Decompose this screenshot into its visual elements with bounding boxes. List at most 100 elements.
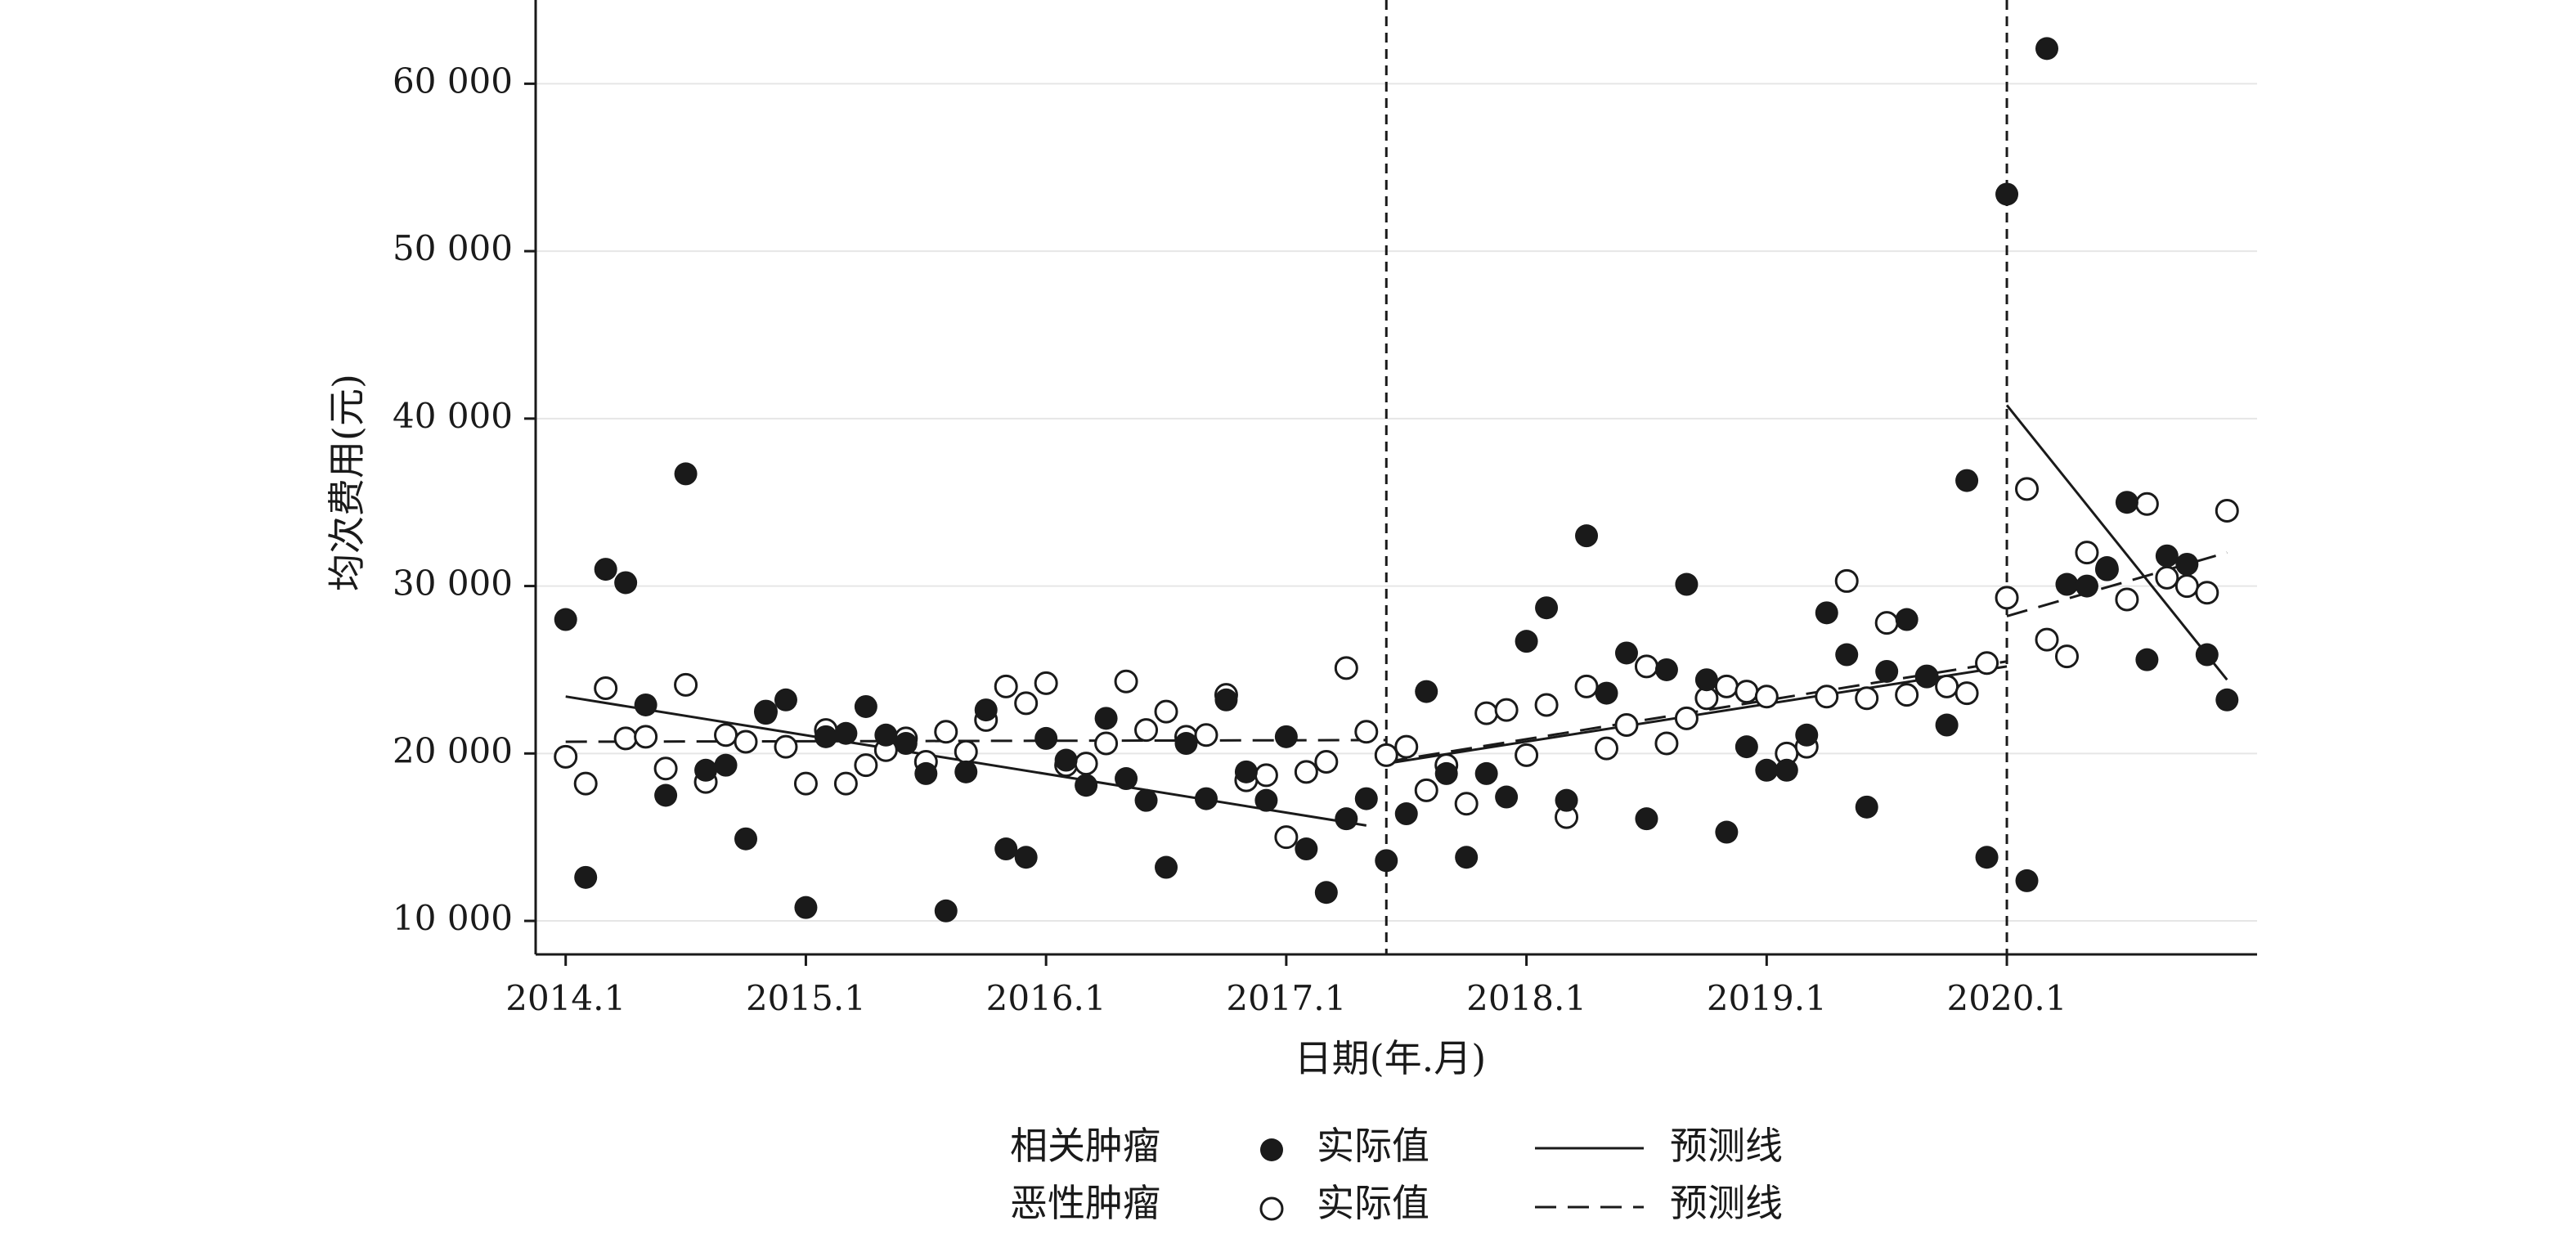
point-series-1 bbox=[2175, 552, 2199, 576]
point-series-1 bbox=[1935, 713, 1959, 737]
point-series-1 bbox=[2035, 37, 2058, 61]
point-series-2 bbox=[573, 771, 598, 796]
point-series-1 bbox=[654, 783, 678, 807]
point-series-2 bbox=[1274, 825, 1299, 850]
point-series-1 bbox=[574, 865, 598, 889]
point-series-2 bbox=[1995, 586, 2019, 610]
point-series-1 bbox=[1715, 820, 1739, 844]
point-series-1 bbox=[894, 732, 918, 756]
point-series-1 bbox=[834, 721, 858, 745]
point-series-2 bbox=[1515, 743, 1539, 767]
point-series-1 bbox=[1535, 596, 1559, 620]
point-series-1 bbox=[634, 693, 657, 716]
point-series-2 bbox=[2195, 581, 2219, 605]
y-tick-label: 60 000 bbox=[393, 61, 513, 101]
point-series-1 bbox=[914, 761, 938, 785]
point-series-1 bbox=[1075, 774, 1098, 797]
point-series-1 bbox=[1335, 807, 1358, 831]
point-series-1 bbox=[1875, 659, 1899, 683]
point-series-1 bbox=[1054, 748, 1078, 772]
point-series-1 bbox=[1515, 630, 1538, 653]
point-series-1 bbox=[874, 723, 898, 747]
trend-line-series-2 bbox=[565, 738, 1387, 743]
point-series-1 bbox=[1635, 807, 1658, 831]
point-series-2 bbox=[1494, 698, 1519, 722]
point-series-2 bbox=[774, 734, 798, 759]
point-series-1 bbox=[1995, 182, 2019, 206]
y-tick-label: 20 000 bbox=[393, 730, 513, 770]
point-series-1 bbox=[1735, 735, 1758, 759]
point-series-2 bbox=[634, 725, 658, 749]
point-series-1 bbox=[1955, 469, 1979, 492]
point-series-1 bbox=[2075, 574, 2098, 598]
point-series-1 bbox=[794, 896, 818, 919]
point-series-2 bbox=[1895, 683, 1919, 707]
point-series-1 bbox=[1815, 601, 1838, 625]
point-series-2 bbox=[1014, 691, 1039, 716]
point-series-2 bbox=[1114, 669, 1138, 694]
point-series-2 bbox=[2134, 492, 2159, 516]
x-tick-label: 2015.1 bbox=[746, 978, 866, 1018]
point-series-2 bbox=[1254, 763, 1278, 788]
point-series-1 bbox=[2015, 869, 2039, 892]
x-tick-label: 2020.1 bbox=[1947, 978, 2067, 1018]
point-series-1 bbox=[1675, 572, 1699, 596]
point-series-1 bbox=[2215, 688, 2239, 712]
point-series-1 bbox=[1254, 788, 1278, 812]
point-series-1 bbox=[814, 725, 837, 748]
x-tick-label: 2019.1 bbox=[1707, 978, 1827, 1018]
point-series-2 bbox=[1754, 685, 1779, 709]
point-series-1 bbox=[2095, 556, 2119, 580]
point-series-1 bbox=[974, 698, 998, 722]
legend-series-2-name: 恶性肿瘤 bbox=[1010, 1181, 1160, 1225]
point-series-1 bbox=[1274, 725, 1298, 748]
point-series-2 bbox=[1834, 568, 1859, 593]
point-series-2 bbox=[613, 726, 638, 751]
point-series-1 bbox=[754, 702, 778, 725]
legend-series-1-marker bbox=[1260, 1138, 1283, 1161]
point-series-1 bbox=[854, 694, 877, 718]
y-axis-title: 均次费用(元) bbox=[325, 374, 369, 591]
trend-line-series-2 bbox=[1386, 660, 2008, 764]
point-series-1 bbox=[1795, 723, 1819, 747]
point-series-2 bbox=[1714, 674, 1739, 698]
point-series-1 bbox=[1155, 855, 1178, 879]
point-series-1 bbox=[2155, 544, 2179, 568]
point-series-2 bbox=[2155, 565, 2179, 590]
point-series-1 bbox=[1474, 761, 1498, 785]
point-series-1 bbox=[694, 758, 718, 782]
point-series-2 bbox=[1735, 680, 1759, 704]
axes bbox=[524, 0, 2257, 966]
x-tick-label: 2016.1 bbox=[986, 978, 1106, 1018]
point-series-1 bbox=[1034, 726, 1058, 750]
point-series-1 bbox=[1895, 608, 1919, 631]
point-series-1 bbox=[2115, 491, 2138, 514]
x-tick-label: 2014.1 bbox=[505, 978, 626, 1018]
point-series-2 bbox=[1595, 736, 1619, 761]
point-series-2 bbox=[1334, 656, 1358, 680]
trend-line-series-1 bbox=[2005, 404, 2228, 681]
point-series-2 bbox=[1094, 731, 1119, 756]
point-series-1 bbox=[1354, 787, 1378, 810]
point-series-2 bbox=[1874, 611, 1899, 635]
point-series-1 bbox=[614, 571, 638, 595]
point-series-1 bbox=[1115, 767, 1138, 791]
point-series-2 bbox=[1034, 671, 1058, 695]
point-series-2 bbox=[994, 674, 1018, 698]
point-series-1 bbox=[1314, 881, 1338, 905]
legend-series-1-name: 相关肿瘤 bbox=[1010, 1124, 1160, 1168]
point-series-1 bbox=[1614, 641, 1638, 665]
point-series-2 bbox=[793, 771, 818, 796]
point-series-1 bbox=[1915, 665, 1939, 689]
point-series-2 bbox=[2215, 498, 2239, 523]
point-series-1 bbox=[1694, 668, 1718, 692]
y-tick-label: 50 000 bbox=[393, 228, 513, 268]
point-series-2 bbox=[1374, 743, 1398, 767]
legend: 相关肿瘤 实际值 预测线 恶性肿瘤 实际值 预测线 bbox=[1010, 1124, 1783, 1225]
point-series-1 bbox=[734, 827, 758, 851]
x-tick-label: 2018.1 bbox=[1466, 978, 1586, 1018]
point-series-1 bbox=[674, 462, 698, 486]
point-series-2 bbox=[833, 771, 858, 796]
point-series-2 bbox=[2075, 541, 2099, 565]
